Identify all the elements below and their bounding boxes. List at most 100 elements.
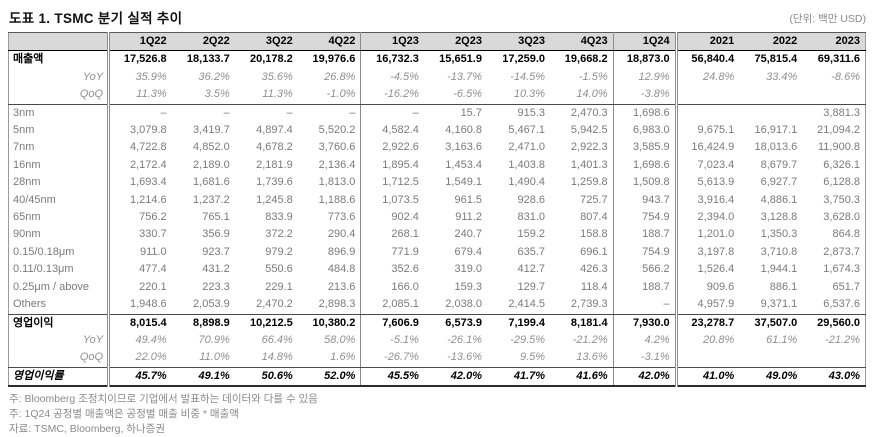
cell: -29.5% [510, 333, 546, 346]
cell: 5,467.1 [508, 124, 546, 137]
cell: -3.1% [613, 349, 678, 368]
cell: 35.9% [135, 70, 167, 83]
cell [802, 86, 866, 105]
cell: 1,188.6 [297, 191, 362, 210]
cell: 11.3% [108, 86, 172, 105]
cell: 49.4% [135, 333, 167, 346]
table-row: Others 1,948.6 2,053.9 2,470.2 2,898.3 2,085.… [8, 296, 866, 315]
cell: 961.5 [454, 193, 482, 206]
table-row: 영업이익 8,015.4 8,898.9 10,212.5 10,380.2 7,606.… [8, 314, 866, 332]
cell: 3,128.8 [760, 211, 798, 224]
cell: -26.7% [360, 349, 424, 368]
cell: 8,679.7 [760, 158, 798, 171]
table-row: 0.11/0.13μm 477.4 431.2 550.6 484.8 352.6 319.… [8, 261, 866, 279]
cell: 756.2 [139, 211, 167, 224]
cell: 372.2 [265, 228, 293, 241]
row-label: YoY [8, 68, 111, 87]
cell: – [297, 104, 362, 123]
cell: 19,976.6 [297, 50, 362, 69]
cell: 3.5% [171, 86, 235, 105]
cell: 49.0% [739, 367, 803, 388]
cell: 45.7% [108, 367, 172, 388]
column-header: 4Q22 [297, 31, 362, 52]
column-header: 2Q22 [171, 31, 235, 52]
cell: – [412, 106, 419, 119]
row-label: 0.25μm / above [8, 278, 111, 297]
cell: 70.9% [198, 333, 230, 346]
cell: 10.3% [486, 86, 551, 105]
cell: 6,983.0 [613, 122, 678, 140]
cell [802, 349, 866, 368]
cell: – [286, 106, 293, 119]
cell: 3,760.6 [297, 139, 362, 157]
table-row: QoQ 22.0% 11.0% 14.8% 1.6% -26.7% -13.6% 9.5% 13… [8, 349, 866, 368]
cell: 13.6% [550, 349, 614, 368]
column-header: 4Q23 [550, 31, 614, 52]
cell: 915.3 [517, 106, 546, 119]
row-label: 28nm [8, 174, 111, 192]
cell: 188.7 [613, 278, 678, 297]
cell: 2,038.0 [423, 296, 487, 315]
cell: 1,490.4 [508, 176, 546, 189]
cell: 118.4 [550, 278, 614, 297]
cell: 16,732.3 [376, 53, 419, 66]
cell: 1,944.1 [760, 263, 798, 276]
cell: 8,898.9 [193, 316, 230, 329]
cell: 484.8 [297, 261, 362, 279]
cell: 1,674.3 [823, 263, 860, 276]
cell: 1,526.4 [697, 263, 735, 276]
cell: 1,245.8 [256, 193, 293, 206]
cell: 412.7 [517, 263, 546, 276]
cell: 188.7 [613, 226, 678, 244]
cell: 807.4 [550, 209, 614, 227]
column-header: 3Q22 [234, 31, 298, 52]
cell: 18,013.6 [754, 141, 798, 154]
cell: 2,873.7 [823, 245, 860, 258]
cell: 909.6 [706, 280, 735, 293]
table-row: 65nm 756.2 765.1 833.9 773.6 902.4 911.2 831.0 8… [8, 209, 866, 227]
cell: 66.4% [261, 333, 293, 346]
cell: 754.9 [613, 209, 678, 227]
cell: 2,085.1 [360, 296, 424, 315]
cell: 696.1 [550, 243, 614, 262]
cell: 33.4% [766, 70, 798, 83]
cell: 220.1 [139, 280, 167, 293]
cell: 566.2 [613, 261, 678, 279]
cell: 1,698.6 [613, 156, 678, 175]
row-label: Others [8, 296, 111, 315]
column-header: 1Q22 [108, 31, 172, 52]
cell: 11,900.8 [817, 141, 860, 154]
cell: 19,668.2 [550, 50, 614, 69]
cell: 56,840.4 [691, 53, 735, 66]
cell: 158.8 [550, 226, 614, 244]
cell: 290.4 [297, 226, 362, 244]
cell: 11.3% [234, 86, 298, 105]
tsmc-quarterly-results-table: 1Q22 2Q22 3Q22 4Q22 1Q23 2Q23 3Q23 4Q23 1Q24 2021… [8, 31, 866, 388]
cell: 352.6 [391, 263, 419, 276]
cell: 223.3 [202, 280, 230, 293]
cell: 679.4 [454, 245, 482, 258]
cell [676, 86, 740, 105]
cell: 17,259.0 [502, 53, 546, 66]
cell: 3,710.8 [760, 245, 798, 258]
cell: 2,136.4 [297, 156, 362, 175]
row-label: 3nm [8, 104, 111, 123]
row-label: 매출액 [8, 50, 111, 69]
cell: 979.2 [265, 245, 293, 258]
cell: 20.8% [703, 333, 735, 346]
cell: 14.0% [550, 86, 614, 105]
cell: 3,079.8 [129, 124, 167, 137]
cell: 229.1 [265, 280, 293, 293]
cell: 5,942.5 [550, 122, 614, 140]
table-row: 0.15/0.18μm 911.0 923.7 979.2 896.9 771.9 679.… [8, 243, 866, 262]
cell: 2,181.9 [256, 158, 293, 171]
cell: 15,651.9 [439, 53, 482, 66]
cell: 1,739.6 [256, 176, 293, 189]
row-label: 영업이익률 [8, 367, 111, 388]
column-header: 3Q23 [486, 31, 551, 52]
column-header: 2022 [739, 31, 803, 52]
cell: 651.7 [832, 280, 860, 293]
table-caption-bar: 도표 1. TSMC 분기 실적 추이 (단위: 백만 USD) [8, 5, 866, 32]
table-row: QoQ 11.3% 3.5% 11.3% -1.0% -16.2% -6.5% 10.3% 14… [8, 86, 866, 105]
table-row: 7nm 4,722.8 4,852.0 4,678.2 3,760.6 2,922.6 3,… [8, 139, 866, 157]
